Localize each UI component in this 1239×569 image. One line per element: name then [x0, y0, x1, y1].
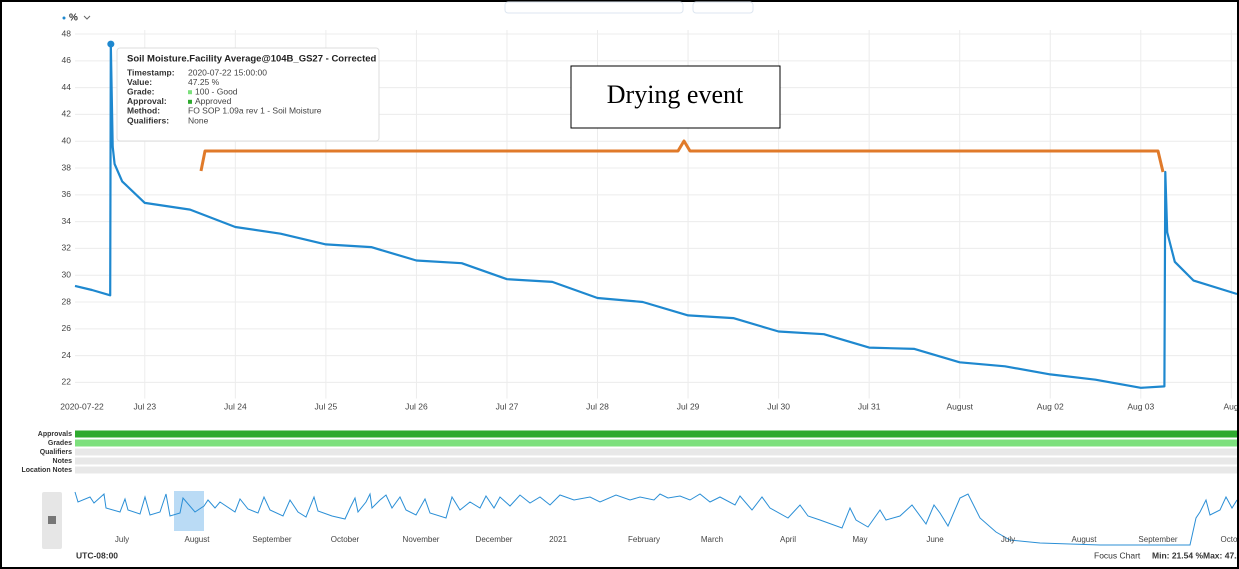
navigator-label: May	[852, 535, 867, 544]
tooltip-key: Grade:	[127, 86, 155, 96]
x-tick-label: Jul 30	[767, 401, 790, 411]
bracket	[199, 139, 1165, 173]
y-tick-label: 24	[62, 350, 72, 360]
unit-label[interactable]: %	[69, 13, 78, 24]
x-tick-label: Jul 28	[586, 401, 609, 411]
min-label: Min: 21.54 %	[1152, 550, 1203, 560]
tooltip-key: Value:	[127, 77, 152, 87]
y-tick-label: 46	[62, 55, 72, 65]
x-tick-label: Aug 02	[1037, 401, 1064, 411]
tooltip-key: Qualifiers:	[127, 115, 169, 125]
annotation: Drying event	[607, 80, 744, 109]
y-tick-label: 30	[62, 269, 72, 279]
navigator-label: November	[403, 535, 440, 544]
tooltip-value: Approved	[195, 96, 232, 106]
navigator-label: July	[115, 535, 129, 544]
tooltip-value: 47.25 %	[188, 77, 220, 87]
tooltip-key: Timestamp:	[127, 67, 175, 77]
navigator-label: July	[1001, 535, 1015, 544]
y-tick-label: 26	[62, 323, 72, 333]
band	[75, 457, 1237, 465]
navigator-label: Octo	[1221, 535, 1238, 544]
x-tick-label: Jul 31	[858, 401, 881, 411]
band-label: Notes	[53, 458, 73, 465]
tooltip-value: FO SOP 1.09a rev 1 - Soil Moisture	[188, 106, 322, 116]
focus-label: Focus Chart	[1094, 550, 1141, 560]
frame-edge	[1237, 0, 1239, 569]
highlight-point	[107, 40, 115, 48]
tooltip-key: Approval:	[127, 96, 167, 106]
navigator-label: October	[331, 535, 360, 544]
navigator-label: March	[701, 535, 723, 544]
tooltip-value: 100 - Good	[195, 86, 238, 96]
x-tick-label: Jul 24	[224, 401, 247, 411]
timezone: UTC-08:00	[76, 550, 118, 560]
x-tick-label: Aug	[1223, 401, 1238, 411]
band-label: Approvals	[38, 431, 72, 438]
band-label: Grades	[48, 440, 72, 447]
navigator-label: 2021	[549, 535, 567, 544]
y-tick-label: 22	[62, 377, 72, 387]
unit-chevron[interactable]	[83, 15, 91, 20]
band-label: Location Notes	[21, 467, 72, 474]
tooltip-value: 2020-07-22 15:00:00	[188, 67, 267, 77]
y-tick-label: 32	[62, 243, 72, 253]
toolbar[interactable]	[692, 1, 754, 14]
navigator-label: August	[185, 535, 211, 544]
band	[75, 430, 1237, 438]
x-tick-label: Aug 03	[1127, 401, 1154, 411]
tooltip-swatch	[188, 99, 192, 104]
tooltip-title: Soil Moisture.Facility Average@104B_GS27…	[127, 54, 377, 65]
navigator-label: February	[628, 535, 660, 544]
y-tick-label: 48	[62, 28, 72, 38]
tooltip-swatch	[188, 90, 192, 95]
annotation-box	[570, 65, 781, 129]
navigator-label: April	[780, 535, 796, 544]
y-tick-label: 28	[62, 296, 72, 306]
x-tick-label: Jul 26	[405, 401, 428, 411]
band	[75, 448, 1237, 456]
x-tick-label: Jul 25	[315, 401, 338, 411]
x-tick-label: Jul 29	[677, 401, 700, 411]
y-tick-label: 38	[62, 162, 72, 172]
navigator-line	[74, 491, 1238, 546]
navigator-label: June	[926, 535, 944, 544]
tooltip-key: Method:	[127, 106, 160, 116]
x-tick-label: August	[946, 401, 973, 411]
x-tick-label: 2020-07-22	[60, 401, 104, 411]
x-tick-label: Jul 23	[133, 401, 156, 411]
data-line	[74, 43, 1238, 389]
navigator-label: December	[476, 535, 513, 544]
y-tick-label: 40	[62, 135, 72, 145]
max-label: Max: 47.25 %	[1203, 550, 1239, 560]
navigator-label: August	[1072, 535, 1098, 544]
navigator-label: September	[252, 535, 291, 544]
calendar-icon	[48, 516, 56, 524]
y-tick-label: 44	[62, 82, 72, 92]
unit-dot	[62, 16, 66, 20]
band	[75, 439, 1237, 447]
y-tick-label: 36	[62, 189, 72, 199]
toolbar[interactable]	[504, 1, 684, 14]
y-tick-label: 34	[62, 216, 72, 226]
tooltip-value: None	[188, 115, 209, 125]
navigator-label: September	[1138, 535, 1177, 544]
band-label: Qualifiers	[40, 449, 72, 456]
y-tick-label: 42	[62, 109, 72, 119]
focus-window[interactable]	[174, 491, 204, 531]
band	[75, 466, 1237, 474]
x-tick-label: Jul 27	[496, 401, 519, 411]
tooltip	[116, 47, 380, 142]
